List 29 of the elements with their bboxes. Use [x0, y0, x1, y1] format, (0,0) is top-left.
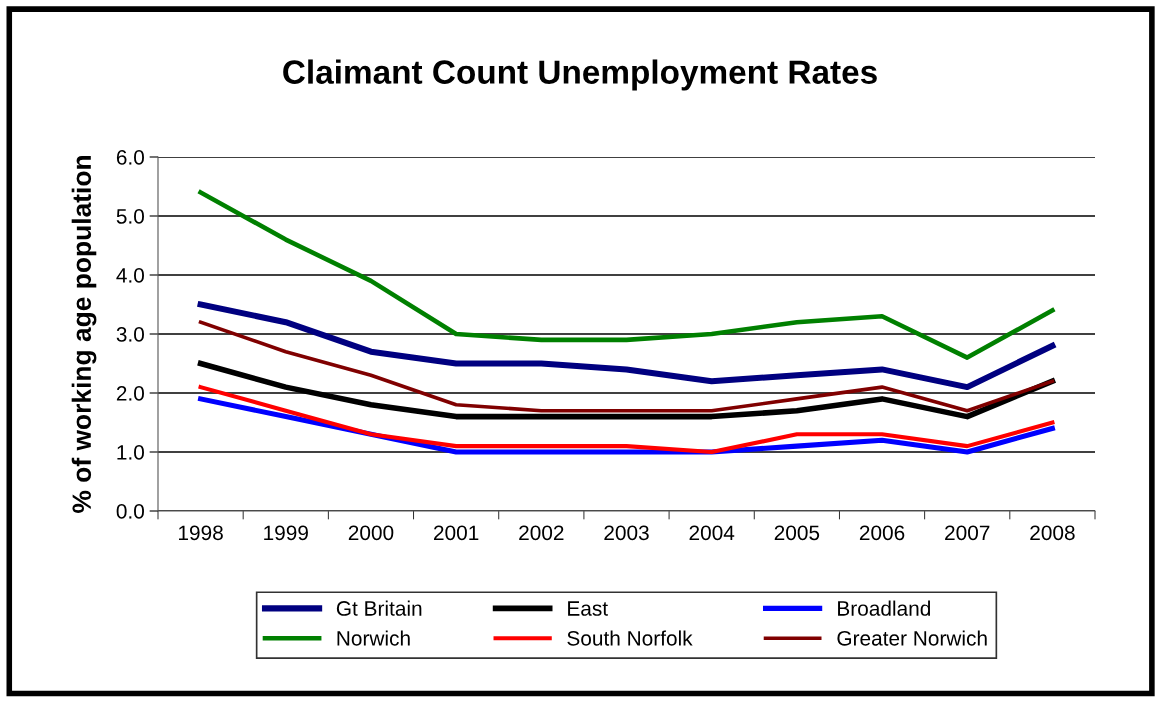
x-tick-label: 2002 [519, 525, 564, 541]
x-tick-label: 2001 [434, 525, 479, 541]
x-tick-label: 1998 [179, 525, 223, 541]
line-series [198, 320, 1055, 413]
x-tick-label: 2003 [604, 525, 649, 541]
y-tick-label: 0.0 [116, 504, 144, 519]
y-axis-title: % of working age population [71, 156, 97, 513]
y-tick-label: 3.0 [116, 327, 144, 342]
line-series [198, 385, 1055, 455]
x-tick-label: 2005 [774, 525, 820, 541]
y-tick-label: 4.0 [116, 268, 144, 283]
x-tick-label: 2007 [945, 525, 990, 541]
legend-label: Broadland [838, 600, 930, 616]
y-tick-label: 2.0 [116, 386, 144, 401]
x-tick-label: 2000 [348, 525, 394, 541]
x-tick-label: 2008 [1030, 525, 1075, 541]
line-series [198, 190, 1055, 360]
y-tick-label: 1.0 [117, 445, 144, 460]
legend-label: Norwich [337, 630, 410, 646]
y-tick-label: 5.0 [116, 209, 144, 224]
legend-label: East [568, 601, 608, 616]
legend-label: Greater Norwich [837, 630, 987, 646]
x-tick-label: 2006 [859, 525, 905, 541]
legend-label: South Norfolk [567, 630, 693, 646]
y-tick-label: 6.0 [116, 150, 144, 165]
x-tick-label: 2004 [689, 525, 735, 541]
x-tick-label: 1999 [264, 525, 308, 541]
chart-title: Claimant Count Unemployment Rates [283, 59, 877, 91]
legend-label: Gt Britain [336, 600, 422, 616]
